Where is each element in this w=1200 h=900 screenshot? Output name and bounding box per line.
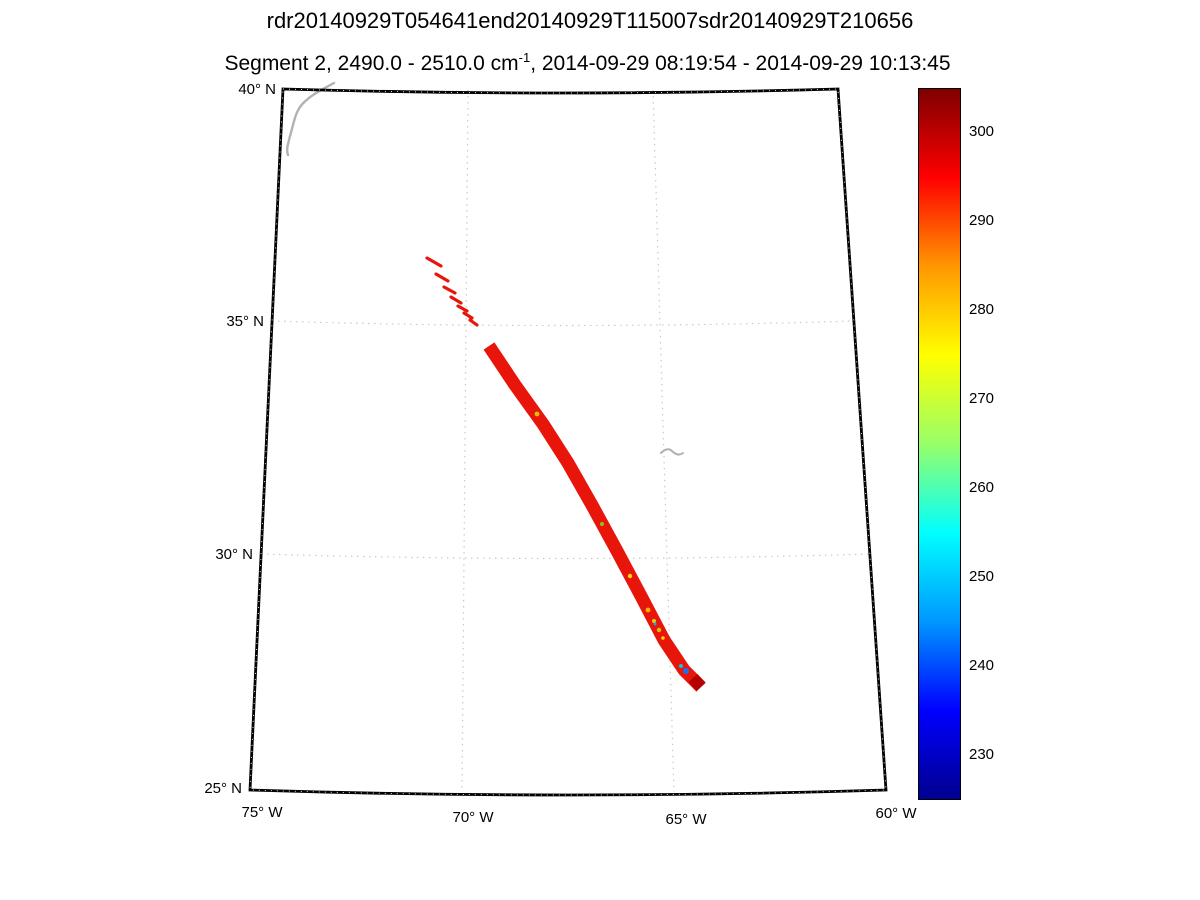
subtitle-text-pre: Segment 2, 2490.0 - 2510.0 cm xyxy=(224,52,519,75)
lon-label-65w: 65° W xyxy=(665,811,707,828)
lon-label-70w: 70° W xyxy=(452,809,494,826)
colorbar-tick-label-280: 280 xyxy=(969,301,995,318)
subtitle-superscript: -1 xyxy=(518,50,531,65)
plot-title: rdr20140929T054641end20140929T115007sdr2… xyxy=(266,8,914,33)
colorbar-tick-label-290: 290 xyxy=(969,212,995,229)
lat-label-40n: 40° N xyxy=(238,81,276,98)
map-border xyxy=(248,87,888,797)
colorbar-tick-label-300: 300 xyxy=(969,123,995,140)
colorbar-tick-label-260: 260 xyxy=(969,479,995,496)
graticule-gridlines xyxy=(260,89,871,793)
lat-label-35n: 35° N xyxy=(226,313,264,330)
map-border-line xyxy=(248,87,888,797)
gridline-65w xyxy=(652,89,675,793)
colorbar-tick-label-250: 250 xyxy=(969,568,995,585)
colorbar xyxy=(918,88,961,800)
satellite-swath xyxy=(425,256,706,692)
gridline-30n xyxy=(260,553,871,560)
coastlines xyxy=(285,81,684,456)
lat-label-25n: 25° N xyxy=(204,780,242,797)
gridline-35n xyxy=(271,320,855,327)
plot-subtitle: Segment 2, 2490.0 - 2510.0 cm-1, 2014-09… xyxy=(0,45,1175,76)
coastline-us-east-coast xyxy=(285,81,336,157)
colorbar-tick-label-240: 240 xyxy=(969,657,995,674)
swath-leading-dashes xyxy=(425,256,479,327)
map-border-tick-texture xyxy=(249,88,887,796)
colorbar-tick-label-230: 230 xyxy=(969,746,995,763)
colorbar-tick-label-270: 270 xyxy=(969,390,995,407)
lon-label-60w: 60° W xyxy=(875,805,917,822)
swath-tip-dark xyxy=(688,674,706,691)
lat-label-30n: 30° N xyxy=(215,546,253,563)
lon-label-75w: 75° W xyxy=(241,804,283,821)
gridline-70w xyxy=(461,89,469,793)
subtitle-text-post: , 2014-09-29 08:19:54 - 2014-09-29 10:13… xyxy=(530,52,951,75)
swath-anomaly-specks xyxy=(534,411,689,674)
coastline-bermuda xyxy=(660,448,684,456)
swath-track xyxy=(483,342,706,692)
